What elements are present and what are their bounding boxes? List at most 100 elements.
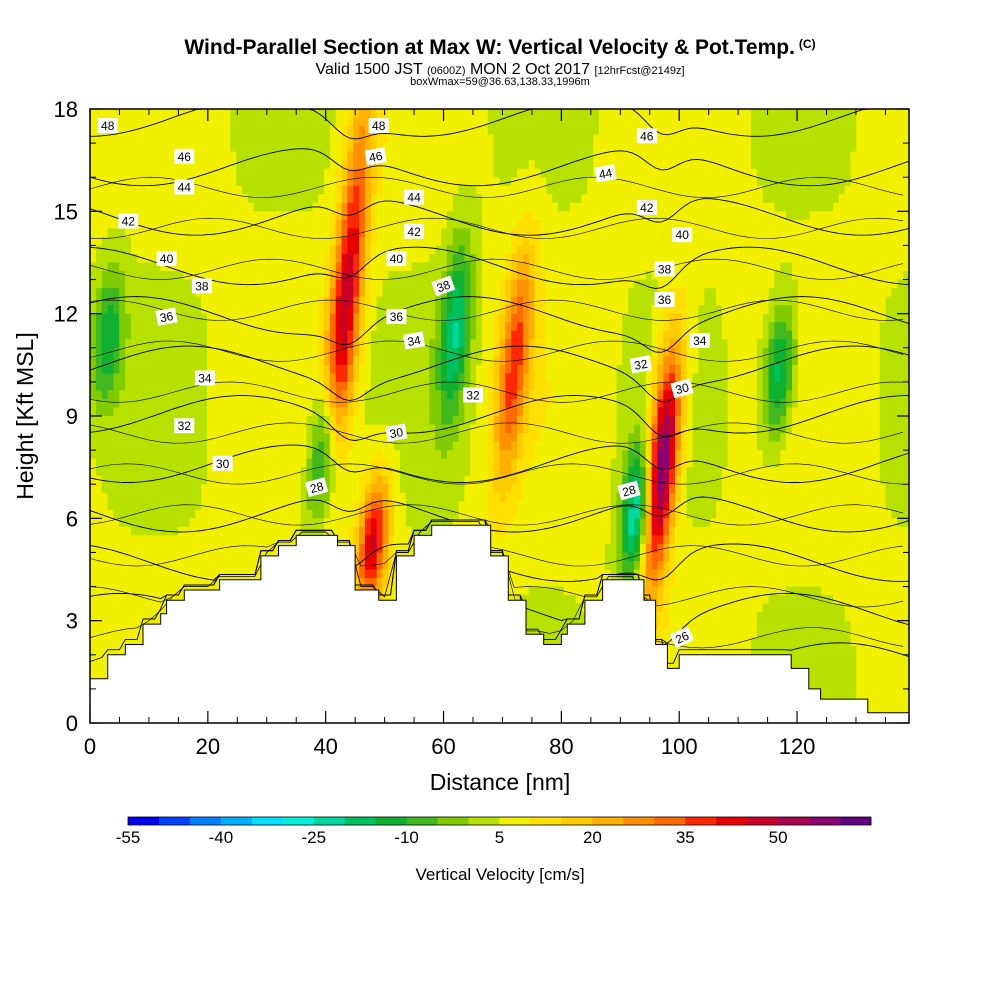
velocity-cell (306, 322, 313, 332)
velocity-cell (207, 509, 214, 519)
velocity-cell (136, 501, 144, 511)
velocity-cell (130, 313, 138, 323)
velocity-cell (382, 236, 389, 247)
velocity-cell (171, 560, 179, 571)
velocity-cell (230, 228, 237, 238)
velocity-cell (318, 313, 325, 323)
velocity-cell (405, 458, 413, 468)
velocity-cell (405, 356, 413, 366)
velocity-cell (177, 143, 185, 153)
velocity-cell (329, 253, 337, 264)
velocity-cell (218, 296, 226, 306)
velocity-cell (201, 117, 208, 127)
velocity-cell (113, 228, 120, 238)
velocity-cell (136, 117, 144, 127)
velocity-cell (405, 373, 413, 383)
velocity-cell (95, 202, 103, 212)
velocity-cell (376, 339, 384, 349)
velocity-cell (160, 364, 167, 374)
velocity-cell (125, 194, 132, 204)
velocity-cell (160, 117, 167, 127)
velocity-cell (189, 433, 196, 443)
velocity-cell (493, 160, 501, 170)
velocity-cell (394, 407, 401, 417)
velocity-cell (101, 458, 109, 468)
velocity-cell (271, 236, 278, 247)
velocity-cell (388, 202, 395, 212)
velocity-cell (481, 305, 489, 315)
velocity-cell (306, 185, 313, 195)
velocity-cell (160, 271, 167, 281)
velocity-cell (189, 467, 196, 477)
velocity-cell (90, 160, 97, 170)
velocity-cell (306, 279, 313, 289)
velocity-cell (189, 322, 196, 332)
velocity-cell (125, 475, 132, 485)
velocity-cell (171, 552, 179, 562)
velocity-cell (446, 168, 454, 178)
velocity-cell (429, 518, 436, 528)
velocity-cell (259, 160, 267, 170)
velocity-cell (230, 381, 237, 392)
velocity-cell (119, 526, 126, 536)
velocity-cell (353, 569, 360, 579)
velocity-cell (300, 322, 308, 332)
velocity-cell (90, 441, 97, 451)
velocity-cell (435, 296, 442, 306)
velocity-cell (247, 194, 255, 204)
velocity-cell (207, 245, 214, 255)
velocity-cell (195, 424, 202, 434)
velocity-cell (119, 296, 126, 306)
velocity-cell (318, 424, 325, 434)
velocity-cell (341, 134, 348, 144)
velocity-cell (359, 271, 366, 281)
velocity-cell (359, 424, 366, 434)
velocity-cell (300, 347, 308, 357)
velocity-cell (242, 492, 249, 502)
velocity-cell (324, 143, 331, 153)
velocity-cell (247, 143, 255, 153)
velocity-cell (183, 194, 191, 204)
velocity-cell (394, 134, 401, 144)
velocity-cell (376, 518, 384, 528)
velocity-cell (90, 109, 97, 119)
velocity-cell (405, 211, 413, 221)
velocity-cell (259, 185, 267, 195)
velocity-cell (306, 526, 313, 536)
velocity-cell (183, 356, 191, 366)
velocity-cell (207, 143, 214, 153)
velocity-cell (347, 168, 354, 178)
velocity-cell (493, 245, 501, 255)
velocity-cell (353, 501, 360, 511)
velocity-cell (265, 288, 272, 298)
velocity-cell (318, 407, 325, 417)
velocity-cell (212, 450, 220, 460)
velocity-cell (400, 296, 407, 306)
velocity-cell (265, 236, 272, 247)
velocity-cell (177, 347, 185, 357)
velocity-cell (189, 450, 196, 460)
velocity-cell (464, 279, 471, 289)
velocity-cell (394, 535, 401, 545)
velocity-cell (329, 160, 337, 170)
velocity-cell (359, 535, 366, 545)
velocity-cell (107, 586, 114, 596)
velocity-cell (177, 535, 185, 545)
velocity-cell (288, 151, 296, 161)
velocity-cell (207, 271, 214, 281)
velocity-cell (441, 168, 448, 178)
velocity-cell (154, 228, 161, 238)
velocity-cell (441, 305, 448, 315)
velocity-cell (95, 236, 103, 247)
velocity-cell (136, 356, 144, 366)
velocity-cell (347, 347, 354, 357)
velocity-cell (148, 151, 155, 161)
velocity-cell (411, 381, 419, 392)
velocity-cell (236, 236, 243, 247)
velocity-cell (464, 228, 471, 238)
velocity-cell (236, 339, 243, 349)
velocity-cell (324, 296, 331, 306)
velocity-cell (376, 322, 384, 332)
velocity-cell (423, 126, 430, 136)
velocity-cell (388, 518, 395, 528)
